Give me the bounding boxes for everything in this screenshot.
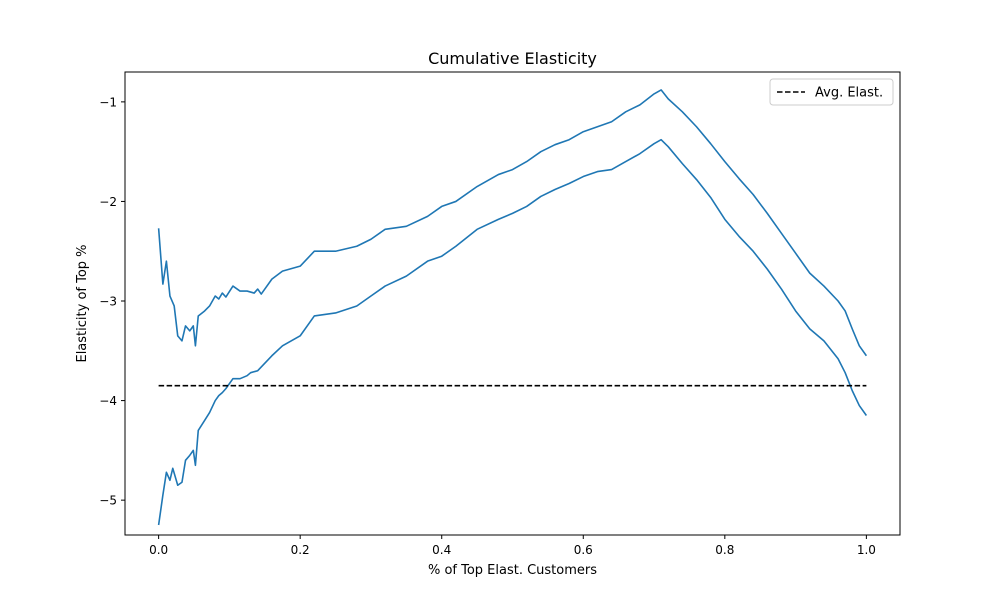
- y-tick-label: −5: [99, 494, 117, 508]
- y-tick-label: −3: [99, 295, 117, 309]
- x-tick-label: 0.6: [574, 543, 593, 557]
- y-tick-label: −1: [99, 95, 117, 109]
- y-tick-label: −4: [99, 394, 117, 408]
- x-tick-label: 0.4: [432, 543, 451, 557]
- x-tick-label: 0.8: [715, 543, 734, 557]
- series-line-upper: [157, 89, 868, 357]
- chart-title: Cumulative Elasticity: [428, 49, 597, 68]
- x-tick-label: 0.2: [291, 543, 310, 557]
- legend: Avg. Elast.: [769, 78, 894, 106]
- plot-frame: [124, 71, 901, 536]
- x-axis-label: % of Top Elast. Customers: [428, 563, 597, 578]
- x-axis: 0.0 0.2 0.4 0.6 0.8 1.0: [149, 535, 876, 557]
- legend-box: [769, 78, 894, 106]
- legend-entry-avg-elast: Avg. Elast.: [815, 86, 883, 101]
- y-axis-label: Elasticity of Top %: [75, 244, 90, 362]
- series-line-lower: [157, 138, 868, 526]
- x-tick-label: 0.0: [149, 543, 168, 557]
- series-layer: [157, 89, 868, 526]
- x-tick-label: 1.0: [857, 543, 876, 557]
- y-tick-label: −2: [99, 195, 117, 209]
- y-axis: −5 −4 −3 −2 −1: [99, 95, 125, 508]
